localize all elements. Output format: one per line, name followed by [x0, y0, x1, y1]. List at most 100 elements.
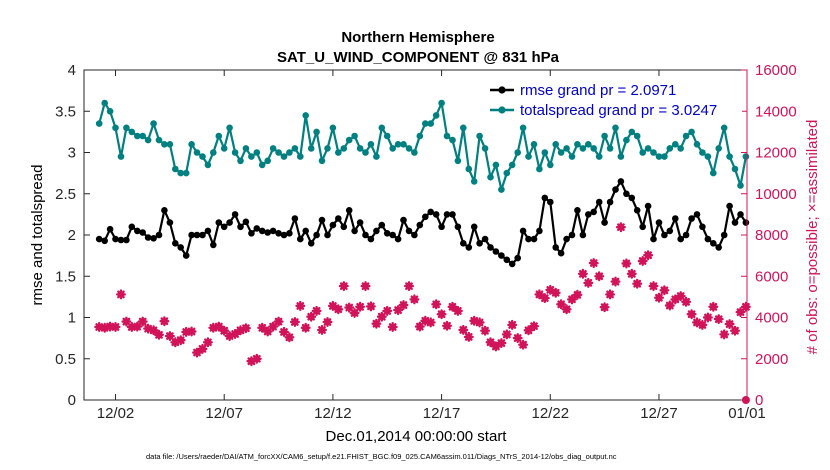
assimilated-point: [387, 322, 398, 332]
totalspread-point: [655, 153, 663, 160]
rmse-point: [655, 219, 663, 226]
assimilated-point: [349, 308, 360, 318]
totalspread-point: [123, 124, 130, 132]
totalspread-point: [644, 145, 652, 152]
rmse-series: [95, 178, 750, 268]
assimilated-point: [626, 268, 637, 279]
legend-spread-label: totalspread grand pr = 3.0247: [520, 102, 717, 119]
rmse-point: [144, 234, 152, 241]
assimilated-point: [262, 326, 273, 337]
assimilated-point: [371, 318, 382, 329]
assimilated-point: [414, 321, 425, 332]
rmse-point: [661, 231, 668, 239]
totalspread-series: [95, 99, 750, 193]
assimilated-point: [230, 329, 241, 339]
totalspread-point: [215, 132, 223, 140]
assimilated-point: [235, 325, 246, 336]
rmse-point: [231, 211, 239, 218]
assimilated-point: [240, 323, 251, 334]
rmse-point: [650, 235, 657, 243]
legend-rmse-label: rmse grand pr = 2.0971: [520, 82, 676, 99]
rmse-point: [112, 235, 119, 243]
assimilated-point: [382, 305, 393, 316]
assimilated-point: [512, 333, 523, 344]
assimilated-point: [327, 300, 338, 311]
assimilated-point: [724, 319, 735, 330]
totalspread-point: [253, 149, 261, 156]
totalspread-point: [465, 165, 473, 173]
totalspread-point: [280, 153, 288, 160]
legend-box: [480, 78, 742, 118]
totalspread-point: [264, 157, 272, 165]
assimilated-point: [420, 315, 431, 326]
rmse-point: [335, 215, 342, 222]
rmse-point: [210, 241, 217, 249]
rmse-point: [226, 219, 233, 226]
totalspread-point: [737, 182, 744, 189]
assimilated-point: [713, 314, 724, 325]
rmse-point: [617, 178, 625, 185]
totalspread-point: [313, 128, 320, 136]
y2-axis-label: # of obs: o=possible; ×=assimilated: [804, 120, 821, 355]
totalspread-point: [612, 124, 619, 132]
totalspread-point: [204, 161, 212, 169]
rmse-point: [639, 223, 646, 231]
totalspread-point: [199, 153, 206, 160]
rmse-point: [101, 237, 108, 245]
rmse-point: [666, 227, 674, 235]
totalspread-point: [139, 132, 146, 140]
y-axis-label: rmse and totalspread: [29, 165, 46, 306]
rmse-point: [460, 240, 467, 247]
assimilated-point: [637, 256, 648, 266]
assimilated-point: [425, 317, 436, 328]
rmse-point: [720, 231, 728, 239]
rmse-point: [487, 244, 494, 251]
assimilated-point: [175, 335, 186, 346]
assimilated-point: [447, 301, 458, 312]
totalspread-point: [422, 120, 429, 127]
totalspread-point: [389, 145, 397, 152]
x-axis: 12/02 12/07 12/12 12/17 12/22 12/27 01/01: [97, 70, 766, 422]
legend-rmse-marker: [498, 86, 506, 94]
totalspread-point: [677, 145, 684, 152]
assimilated-point: [561, 304, 572, 315]
rmse-point: [557, 249, 565, 257]
assimilated-series: [94, 222, 751, 404]
assimilated-point: [567, 294, 577, 305]
x-tick-label: 12/22: [532, 405, 570, 422]
assimilated-point: [458, 324, 469, 335]
assimilated-point: [289, 317, 300, 327]
totalspread-point: [514, 149, 521, 156]
assimilated-point: [105, 321, 116, 332]
totalspread-point: [742, 153, 750, 160]
rmse-point: [601, 219, 608, 226]
assimilated-point: [110, 322, 121, 332]
totalspread-point: [628, 128, 636, 136]
rmse-point: [595, 198, 603, 206]
totalspread-point: [95, 120, 103, 127]
assimilated-point: [740, 301, 751, 312]
rmse-point: [742, 219, 750, 226]
rmse-point: [117, 236, 125, 244]
totalspread-point: [220, 145, 228, 152]
rmse-point: [449, 211, 456, 218]
totalspread-point: [378, 124, 386, 132]
assimilated-point: [344, 302, 355, 313]
rmse-point: [329, 221, 337, 229]
assimilated-point: [116, 289, 126, 300]
totalspread-point: [633, 132, 641, 140]
assimilated-point: [474, 317, 485, 328]
assimilated-point: [654, 292, 664, 303]
totalspread-point: [574, 141, 581, 148]
totalspread-point: [547, 161, 554, 169]
x-tick-label: 12/17: [423, 405, 461, 422]
assimilated-point: [442, 320, 452, 331]
x-tick-label: 12/12: [314, 405, 352, 422]
totalspread-point: [134, 132, 141, 140]
rmse-point: [585, 211, 592, 218]
assimilated-point: [360, 281, 371, 292]
rmse-point: [264, 229, 272, 236]
rmse-point: [530, 235, 538, 243]
totalspread-point: [519, 124, 527, 132]
assimilated-point: [257, 322, 268, 333]
